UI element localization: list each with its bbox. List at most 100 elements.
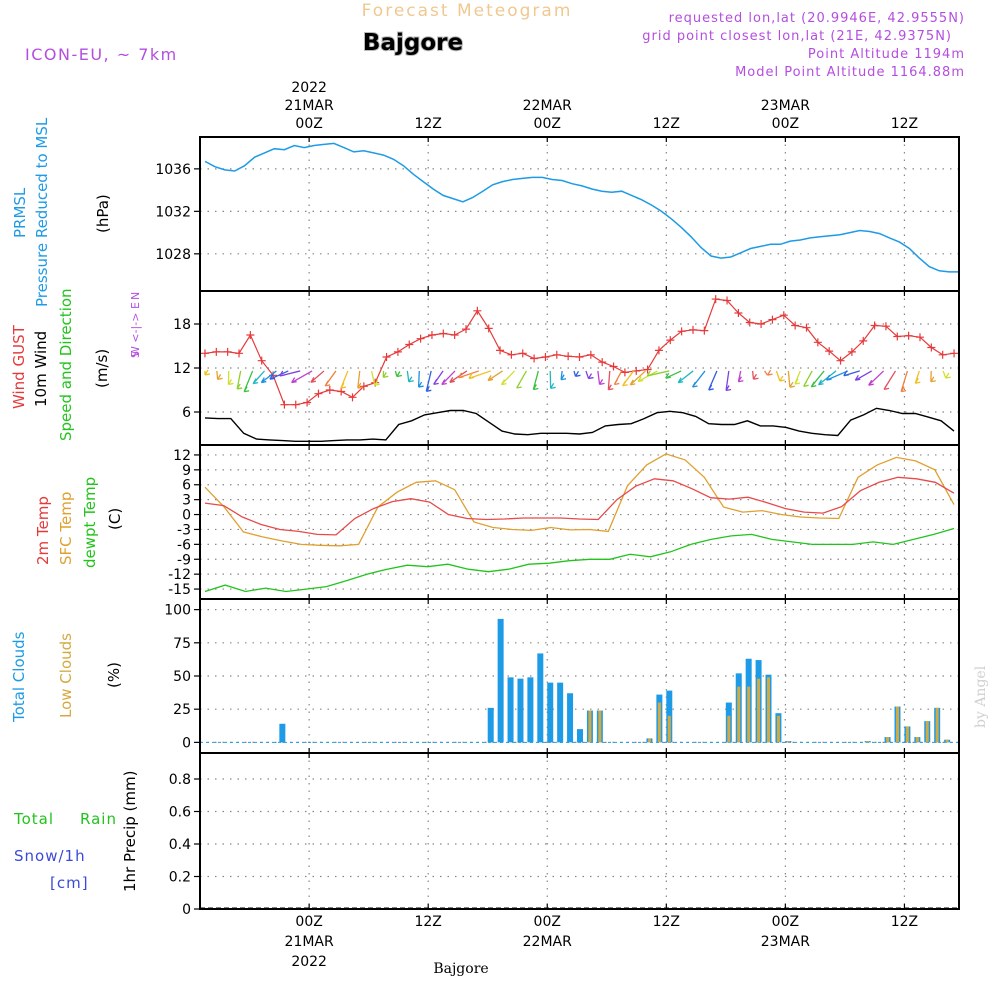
gust-marker [553, 351, 561, 359]
wind-arrow [647, 371, 669, 376]
y-tick-label: 25 [173, 702, 191, 718]
wind-arrow [395, 371, 401, 377]
gust-marker [451, 331, 459, 339]
gust-marker [598, 358, 606, 366]
footer-location: Bajgore [433, 961, 488, 977]
low-cloud-bar [757, 679, 760, 743]
low-cloud-bar [777, 716, 780, 743]
dewpt-line [205, 529, 954, 592]
pressure-labels: PRMSL Pressure Reduced to MSL (hPa) [11, 117, 112, 307]
y-tick-label: 12 [173, 448, 191, 464]
gust-marker [768, 316, 776, 324]
temp2m-line [205, 477, 954, 535]
low-cloud-bar [588, 711, 591, 743]
total-cloud-bar [567, 693, 573, 742]
wind-arrow [753, 371, 759, 379]
time-label-bottom: 00Z [534, 914, 561, 930]
gust-marker [507, 351, 515, 359]
time-label-bottom: 00Z [295, 914, 322, 930]
grid-point-coords: grid point closest lon,lat (21E, 42.9375… [642, 29, 952, 44]
total-cloud-bar [508, 677, 514, 742]
wind-arrow [738, 371, 743, 382]
low-cloud-bar [926, 721, 929, 742]
y-tick-label: -15 [168, 582, 191, 598]
total-clouds-label: Total Clouds [10, 631, 28, 723]
wind-line [205, 408, 954, 441]
total-cloud-bar [517, 679, 523, 743]
time-label-bottom: 12Z [414, 914, 441, 930]
sfc-temp-label: SFC Temp [57, 492, 75, 565]
gust-marker [417, 335, 425, 343]
total-cloud-bar [527, 677, 533, 742]
wind-arrow [426, 371, 431, 391]
y-tick-label: 1032 [155, 204, 191, 220]
wind-arrow [804, 371, 812, 386]
low-cloud-bar [648, 738, 651, 742]
wind-arrow [693, 371, 705, 387]
total-cloud-bar [577, 729, 583, 742]
wind-arrow [855, 371, 871, 380]
gust-marker [326, 386, 334, 394]
low-cloud-bar [787, 741, 790, 742]
wind-arrow [205, 370, 210, 375]
low-cloud-bar [658, 703, 661, 743]
pressure-line [205, 143, 959, 272]
requested-coords: requested lon,lat (20.9946E, 42.9555N) [669, 11, 965, 26]
wind-arrow [788, 371, 795, 387]
point-altitude: Point Altitude 1194m [808, 47, 965, 62]
gust-marker [428, 331, 436, 339]
wind-arrow [383, 371, 388, 377]
y-tick-label: -12 [168, 567, 191, 583]
low-cloud-bar [936, 708, 939, 743]
gust-line [205, 299, 954, 405]
wind-dir-label: Speed and Direction [57, 288, 75, 441]
low-cloud-bar [906, 726, 909, 742]
y-tick-label: 0.4 [169, 837, 191, 853]
total-label: Total [13, 810, 54, 828]
gust-marker [689, 326, 697, 334]
gust-marker [871, 321, 879, 329]
wind-arrow [884, 371, 895, 389]
date-label-bottom: 21MAR [285, 934, 334, 950]
y-tick-label: 1028 [155, 247, 191, 263]
low-cloud-bar [668, 716, 671, 743]
gust-marker [610, 363, 618, 371]
gust-marker [564, 352, 572, 360]
wind-arrow [325, 371, 336, 386]
pressure-unit-label: (hPa) [94, 194, 112, 233]
wind-arrow [915, 371, 920, 383]
gust-marker [519, 349, 527, 357]
gust-marker [621, 368, 629, 376]
time-label-top: 00Z [772, 116, 799, 132]
compass-s: S [129, 351, 142, 358]
gust-marker [235, 349, 243, 357]
wind-arrow [434, 371, 443, 384]
prmsl-desc-label: Pressure Reduced to MSL [33, 117, 51, 307]
y-tick-label: 12 [173, 361, 191, 377]
wind-arrow [358, 371, 363, 388]
temp2m-label: 2m Temp [34, 496, 52, 565]
wind-arrow [666, 371, 682, 378]
gust-marker [541, 353, 549, 361]
panel-frame [200, 137, 959, 291]
wind-arrow [533, 371, 538, 390]
low-cloud-bar [896, 707, 899, 743]
gust-marker [950, 349, 958, 357]
y-tick-label: 9 [182, 463, 191, 479]
wind-arrow [341, 371, 348, 388]
date-label-top: 22MAR [523, 98, 572, 114]
gust-marker [439, 330, 447, 338]
y-tick-label: 0 [182, 902, 191, 918]
y-tick-label: 0.2 [169, 870, 191, 886]
wind-arrow [931, 371, 936, 382]
panel-frame [200, 445, 959, 599]
temp-labels: 2m Temp SFC Temp dewpt Temp (C) [34, 477, 124, 568]
wind-arrow [550, 371, 555, 388]
wind-arrow [419, 371, 424, 387]
y-tick-label: 18 [173, 317, 191, 333]
time-label-bottom: 12Z [653, 914, 680, 930]
low-clouds-label: Low Clouds [57, 633, 75, 718]
wind-arrow [776, 371, 784, 381]
wind-label: 10m Wind [32, 331, 50, 407]
prmsl-label: PRMSL [11, 187, 29, 238]
